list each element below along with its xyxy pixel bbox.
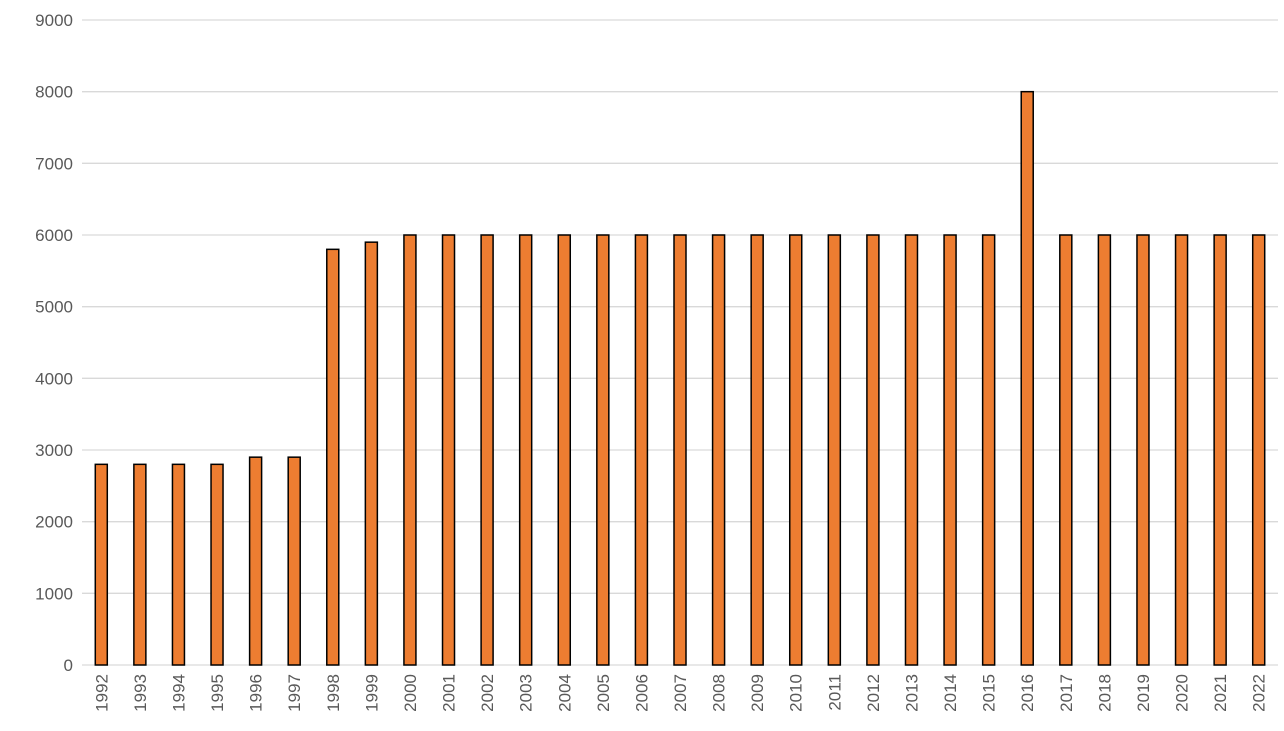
bar-2000 — [403, 234, 417, 666]
bar-2005 — [596, 234, 610, 666]
y-tick-label: 6000 — [35, 226, 73, 245]
x-tick-label: 1995 — [208, 674, 227, 712]
y-tick-label: 4000 — [35, 369, 73, 388]
x-tick-label: 2011 — [825, 674, 844, 711]
bar-2003 — [518, 234, 533, 666]
y-tick-label: 7000 — [35, 154, 73, 173]
bar-2022 — [1251, 234, 1266, 666]
x-tick-label: 1999 — [362, 674, 381, 712]
x-tick-label: 2008 — [710, 674, 729, 712]
bar-1992 — [94, 463, 109, 666]
y-tick-label: 9000 — [35, 11, 73, 30]
bar-2010 — [788, 234, 803, 666]
x-tick-label: 2006 — [632, 674, 651, 712]
x-tick-label: 2003 — [517, 674, 536, 712]
x-tick-label: 2015 — [980, 674, 999, 712]
bar-2007 — [673, 234, 687, 666]
bar-2008 — [711, 234, 726, 666]
bar-2015 — [981, 234, 996, 666]
bar-2013 — [904, 234, 919, 666]
bar-2011 — [827, 234, 842, 666]
bar-2020 — [1174, 234, 1189, 666]
x-tick-label: 2009 — [748, 674, 767, 712]
x-tick-label: 1992 — [92, 674, 111, 712]
x-tick-label: 2016 — [1018, 674, 1037, 712]
bar-1999 — [364, 241, 379, 666]
bar-2009 — [750, 234, 764, 666]
x-tick-label: 1993 — [131, 674, 150, 712]
x-tick-label: 2004 — [555, 674, 574, 712]
y-tick-label: 3000 — [35, 441, 73, 460]
y-tick-label: 8000 — [35, 83, 73, 102]
x-tick-label: 2017 — [1057, 674, 1076, 712]
y-tick-label: 2000 — [35, 513, 73, 532]
x-tick-label: 2013 — [902, 674, 921, 712]
bar-2001 — [441, 234, 456, 666]
x-tick-label: 2001 — [440, 674, 459, 712]
x-tick-label: 2002 — [478, 674, 497, 712]
y-tick-label: 1000 — [35, 584, 73, 603]
bar-2006 — [634, 234, 649, 666]
x-axis-ticks: 1992 1993 1994 1995 1996 1997 1998 1999 2000 2001… — [92, 674, 1268, 712]
bar-1995 — [210, 463, 224, 666]
x-tick-label: 2018 — [1095, 674, 1114, 712]
bar-1994 — [171, 463, 186, 666]
y-tick-label: 0 — [64, 656, 73, 675]
y-tick-label: 5000 — [35, 298, 73, 317]
x-tick-label: 2010 — [787, 674, 806, 712]
x-tick-label: 2000 — [401, 674, 420, 712]
bars — [94, 90, 1266, 666]
bar-1996 — [248, 456, 263, 666]
bar-2021 — [1213, 234, 1227, 666]
bar-2016 — [1020, 90, 1034, 666]
bar-2004 — [557, 234, 572, 666]
x-tick-label: 2007 — [671, 674, 690, 712]
bar-2017 — [1059, 234, 1073, 666]
x-tick-label: 2005 — [594, 674, 613, 712]
y-axis-ticks: 0 1000 2000 3000 4000 5000 6000 7000 8000 9000 — [35, 11, 73, 675]
bar-2018 — [1097, 234, 1112, 666]
bar-2002 — [480, 234, 494, 666]
bar-2019 — [1136, 234, 1150, 666]
bar-1997 — [287, 456, 301, 666]
x-tick-label: 2022 — [1250, 674, 1269, 712]
bar-2014 — [943, 234, 957, 666]
bar-2012 — [866, 234, 880, 666]
x-tick-label: 1997 — [285, 674, 304, 712]
x-tick-label: 2019 — [1134, 674, 1153, 712]
x-tick-label: 1998 — [324, 674, 343, 712]
x-tick-label: 1994 — [169, 674, 188, 712]
x-tick-label: 2020 — [1173, 674, 1192, 712]
x-tick-label: 2021 — [1211, 674, 1230, 712]
x-tick-label: 1996 — [247, 674, 266, 712]
x-tick-label: 2012 — [864, 674, 883, 712]
bar-1993 — [133, 463, 147, 666]
x-tick-label: 2014 — [941, 674, 960, 712]
bar-1998 — [326, 248, 340, 666]
